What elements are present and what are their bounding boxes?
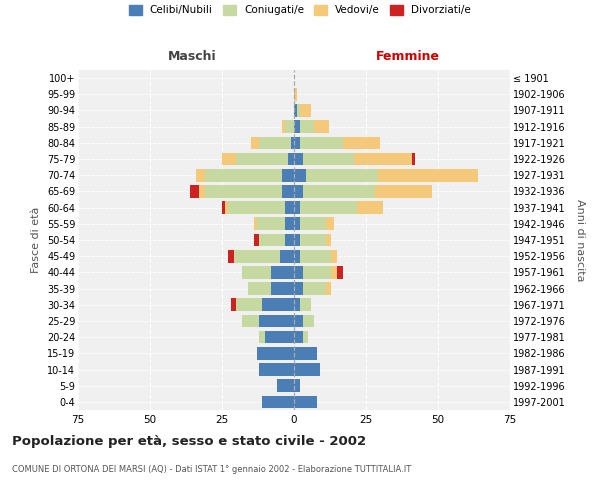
Bar [205, 169, 283, 181]
Bar [294, 331, 302, 344]
Bar [294, 314, 302, 328]
Bar [222, 202, 225, 214]
Bar [259, 314, 294, 328]
Bar [294, 152, 302, 166]
Bar [302, 152, 355, 166]
Bar [343, 136, 380, 149]
Bar [326, 234, 331, 246]
Bar [259, 331, 265, 344]
Bar [331, 266, 337, 278]
Bar [251, 136, 259, 149]
Bar [205, 185, 283, 198]
Bar [337, 266, 343, 278]
Bar [228, 250, 233, 262]
Bar [242, 314, 259, 328]
Bar [355, 152, 412, 166]
Bar [286, 234, 294, 246]
Bar [257, 347, 294, 360]
Legend: Celibi/Nubili, Coniugati/e, Vedovi/e, Divorziati/e: Celibi/Nubili, Coniugati/e, Vedovi/e, Di… [129, 5, 471, 15]
Bar [254, 218, 257, 230]
Text: COMUNE DI ORTONA DEI MARSI (AQ) - Dati ISTAT 1° gennaio 2002 - Elaborazione TUTT: COMUNE DI ORTONA DEI MARSI (AQ) - Dati I… [12, 465, 411, 474]
Bar [288, 152, 294, 166]
Bar [286, 120, 294, 133]
Bar [257, 218, 286, 230]
Bar [236, 152, 288, 166]
Bar [286, 218, 294, 230]
Bar [302, 266, 331, 278]
Text: Popolazione per età, sesso e stato civile - 2002: Popolazione per età, sesso e stato civil… [12, 435, 366, 448]
Bar [302, 331, 308, 344]
Bar [377, 169, 478, 181]
Bar [300, 298, 311, 311]
Bar [294, 347, 317, 360]
Bar [300, 104, 311, 117]
Bar [294, 88, 297, 101]
Bar [280, 250, 294, 262]
Bar [271, 282, 294, 295]
Bar [283, 120, 286, 133]
Bar [300, 250, 331, 262]
Bar [294, 136, 300, 149]
Bar [277, 380, 294, 392]
Bar [294, 250, 300, 262]
Bar [294, 104, 297, 117]
Bar [294, 380, 300, 392]
Bar [297, 104, 300, 117]
Bar [294, 282, 302, 295]
Bar [254, 234, 259, 246]
Bar [294, 234, 300, 246]
Bar [302, 185, 374, 198]
Bar [294, 185, 302, 198]
Y-axis label: Fasce di età: Fasce di età [31, 207, 41, 273]
Bar [326, 282, 331, 295]
Bar [262, 396, 294, 408]
Text: Maschi: Maschi [167, 50, 217, 62]
Bar [294, 202, 300, 214]
Bar [236, 298, 262, 311]
Bar [294, 266, 302, 278]
Bar [331, 250, 337, 262]
Bar [302, 282, 326, 295]
Bar [190, 185, 199, 198]
Bar [283, 185, 294, 198]
Bar [233, 250, 280, 262]
Bar [230, 298, 236, 311]
Bar [225, 202, 228, 214]
Bar [300, 202, 358, 214]
Bar [196, 169, 205, 181]
Bar [262, 298, 294, 311]
Bar [314, 120, 329, 133]
Bar [294, 120, 300, 133]
Bar [294, 363, 320, 376]
Bar [259, 136, 291, 149]
Bar [374, 185, 432, 198]
Bar [300, 234, 326, 246]
Bar [294, 396, 317, 408]
Bar [326, 218, 334, 230]
Bar [294, 169, 305, 181]
Bar [294, 218, 300, 230]
Bar [358, 202, 383, 214]
Bar [291, 136, 294, 149]
Bar [300, 218, 326, 230]
Bar [222, 152, 236, 166]
Bar [259, 234, 286, 246]
Bar [199, 185, 205, 198]
Bar [305, 169, 377, 181]
Bar [294, 298, 300, 311]
Bar [302, 314, 314, 328]
Bar [242, 266, 271, 278]
Bar [283, 169, 294, 181]
Bar [248, 282, 271, 295]
Y-axis label: Anni di nascita: Anni di nascita [575, 198, 585, 281]
Bar [271, 266, 294, 278]
Bar [300, 120, 314, 133]
Bar [412, 152, 415, 166]
Bar [300, 136, 343, 149]
Bar [286, 202, 294, 214]
Bar [265, 331, 294, 344]
Bar [259, 363, 294, 376]
Bar [228, 202, 286, 214]
Text: Femmine: Femmine [376, 50, 440, 62]
